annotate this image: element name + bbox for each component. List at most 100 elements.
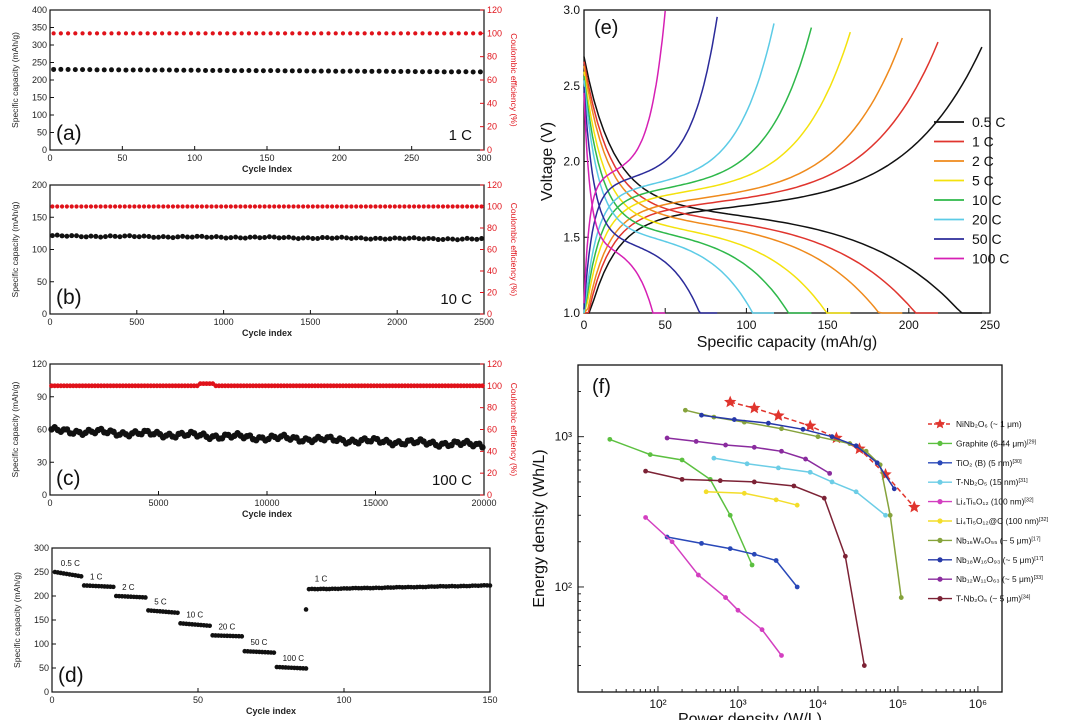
efficiency-point	[276, 204, 282, 209]
capacity-point	[340, 68, 346, 74]
capacity-point	[406, 235, 412, 241]
capacity-point	[295, 236, 301, 242]
efficiency-point	[262, 204, 267, 209]
efficiency-point	[132, 204, 137, 209]
x-tick-label-e: 50	[659, 318, 673, 332]
legend-label-f: NiNb₂O₆ (~ 1 μm)	[956, 419, 1022, 429]
y2-axis-title-b: Coulombic efficiency (%)	[509, 203, 519, 297]
efficiency-point	[79, 204, 84, 209]
efficiency-point	[456, 31, 461, 36]
efficiency-point	[465, 204, 470, 209]
y-tick-label-c: 60	[37, 425, 47, 435]
efficiency-point	[127, 204, 132, 209]
efficiency-point	[73, 31, 78, 36]
capacity-point	[189, 234, 195, 240]
capacity-point	[454, 237, 460, 243]
ragone-line	[609, 438, 753, 566]
ragone-point	[727, 546, 733, 552]
capacity-point	[463, 69, 469, 75]
x-tick-label-a: 100	[187, 153, 202, 163]
efficiency-point	[479, 204, 484, 209]
capacity-point	[421, 236, 427, 242]
capacity-point	[94, 67, 100, 73]
ragone-point	[717, 478, 723, 484]
capacity-point	[479, 236, 485, 242]
y-tick-label-a: 300	[32, 40, 47, 50]
capacity-point	[74, 233, 80, 239]
y-tick-label-e: 1.5	[563, 230, 580, 244]
discharge-curve-10C	[583, 76, 812, 314]
efficiency-point	[69, 204, 74, 209]
efficiency-point	[203, 31, 208, 36]
y-tick-label-a: 50	[37, 128, 47, 138]
x-tick-label-c: 15000	[363, 498, 388, 508]
rate-step-point	[78, 574, 84, 579]
capacity-point	[174, 67, 180, 73]
legend-label-f: TiO₂ (B) (5 nm)[30]	[956, 458, 1022, 468]
rate-step-label: 20 C	[218, 622, 235, 631]
legend-label-e: 1 C	[972, 134, 994, 150]
x-tick-label-b: 0	[47, 317, 52, 327]
discharge-curve-0.5C	[583, 56, 982, 314]
capacity-point	[98, 234, 104, 240]
efficiency-point	[160, 31, 165, 36]
efficiency-point	[471, 31, 476, 36]
efficiency-point	[344, 204, 349, 209]
efficiency-point	[238, 204, 243, 209]
ragone-line	[666, 536, 798, 588]
efficiency-point	[333, 31, 338, 36]
efficiency-point	[378, 204, 383, 209]
y2-tick-label-c: 80	[487, 403, 497, 413]
ragone-point	[779, 653, 784, 658]
capacity-point	[180, 233, 186, 239]
capacity-point	[78, 234, 84, 240]
ragone-point	[773, 558, 779, 563]
efficiency-point	[167, 31, 172, 36]
legend-label-f: T-Nb₂O₅ (15 nm)[31]	[956, 477, 1028, 487]
y-tick-label-b: 0	[42, 309, 47, 319]
capacity-point	[65, 67, 71, 73]
capacity-point	[64, 233, 70, 239]
efficiency-point	[254, 31, 259, 36]
y-tick-label-d: 300	[34, 543, 49, 553]
y2-tick-label-c: 0	[487, 490, 492, 500]
capacity-point	[297, 68, 303, 74]
capacity-point	[434, 69, 440, 75]
capacity-point	[184, 234, 190, 240]
ragone-point	[807, 469, 813, 475]
legend-label-e: 10 C	[972, 192, 1002, 208]
ragone-line	[706, 491, 798, 506]
star-marker	[772, 409, 785, 421]
ragone-point	[741, 490, 747, 496]
capacity-point	[334, 235, 340, 241]
efficiency-point	[116, 31, 121, 36]
efficiency-point	[59, 204, 65, 209]
legend-series-name: Li₄Ti₅O₁₂@C (100 nm)	[956, 516, 1039, 526]
capacity-point	[450, 236, 456, 242]
y-tick-label-a: 100	[32, 110, 47, 120]
efficiency-point	[181, 31, 186, 36]
capacity-point	[441, 69, 447, 75]
capacity-point	[368, 236, 374, 242]
y-axis-title-d: Specific capacity (mAh/g)	[12, 572, 22, 668]
legend-marker-f	[937, 557, 943, 563]
efficiency-point	[431, 204, 436, 209]
efficiency-point	[239, 31, 244, 36]
efficiency-point	[214, 204, 219, 209]
capacity-point	[159, 67, 165, 73]
y-tick-label-d: 150	[34, 615, 49, 625]
rate-step-point	[143, 595, 148, 600]
capacity-point	[479, 444, 486, 451]
rate-step-point	[175, 610, 180, 616]
capacity-point	[203, 68, 209, 74]
x-tick-label-e: 150	[818, 318, 838, 332]
capacity-point	[266, 234, 272, 240]
ragone-point	[669, 539, 675, 545]
efficiency-point	[421, 204, 426, 209]
capacity-point	[166, 67, 172, 73]
capacity-point	[304, 68, 310, 74]
efficiency-point	[310, 204, 315, 209]
efficiency-point	[55, 204, 60, 209]
efficiency-point	[319, 31, 324, 36]
